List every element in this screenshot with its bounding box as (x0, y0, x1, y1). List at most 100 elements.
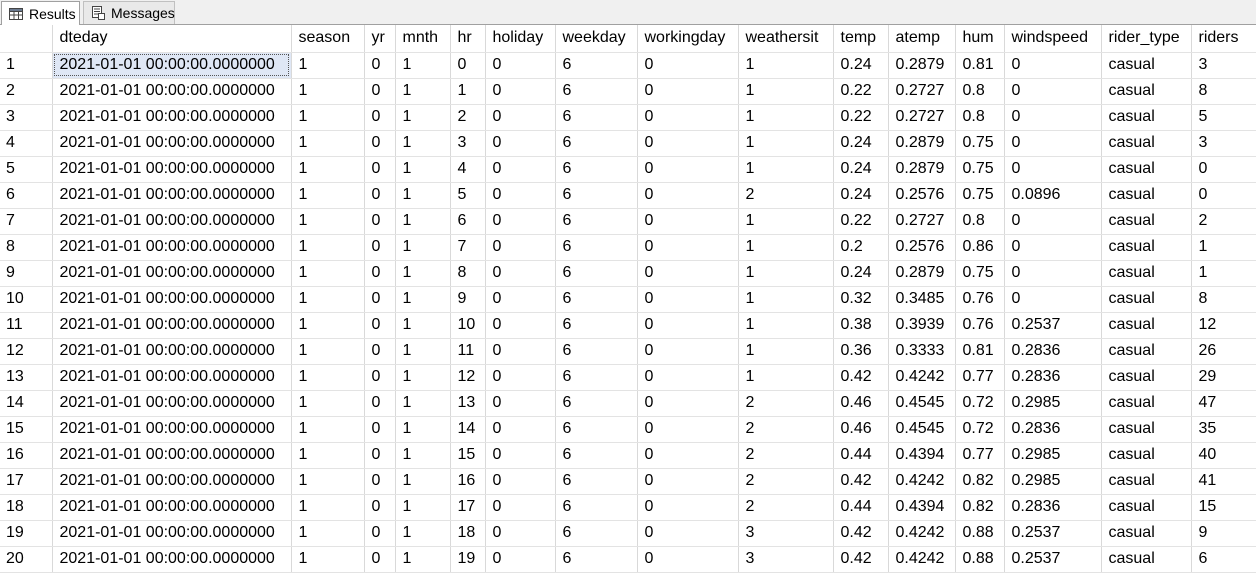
cell-season[interactable]: 1 (291, 520, 365, 547)
cell-season[interactable]: 1 (291, 234, 365, 261)
cell-yr[interactable]: 0 (364, 390, 396, 417)
column-header-riders[interactable]: riders (1191, 25, 1256, 53)
table-row[interactable]: 19 2021-01-01 00:00:00.0000000 1 0 1 18 0 6 0 3 0.… (0, 520, 1256, 547)
cell-weathersit[interactable]: 1 (738, 104, 834, 131)
cell-weathersit[interactable]: 1 (738, 338, 834, 365)
row-number-cell[interactable]: 20 (0, 546, 53, 573)
cell-mnth[interactable]: 1 (395, 104, 451, 131)
tab-messages[interactable]: Messages (83, 1, 175, 24)
cell-season[interactable]: 1 (291, 78, 365, 105)
column-header-rider-type[interactable]: rider_type (1101, 25, 1192, 53)
cell-temp[interactable]: 0.22 (833, 78, 889, 105)
cell-riders[interactable]: 47 (1191, 390, 1256, 417)
column-header-atemp[interactable]: atemp (888, 25, 956, 53)
cell-windspeed[interactable]: 0 (1004, 156, 1102, 183)
cell-temp[interactable]: 0.42 (833, 364, 889, 391)
column-header-weathersit[interactable]: weathersit (738, 25, 834, 53)
cell-riders[interactable]: 3 (1191, 130, 1256, 157)
cell-workingday[interactable]: 0 (637, 286, 739, 313)
cell-weekday[interactable]: 6 (555, 156, 638, 183)
cell-mnth[interactable]: 1 (395, 130, 451, 157)
cell-weathersit[interactable]: 1 (738, 234, 834, 261)
cell-workingday[interactable]: 0 (637, 104, 739, 131)
cell-hr[interactable]: 6 (450, 208, 486, 235)
cell-dteday[interactable]: 2021-01-01 00:00:00.0000000 (52, 78, 292, 105)
cell-windspeed[interactable]: 0.2537 (1004, 520, 1102, 547)
cell-dteday[interactable]: 2021-01-01 00:00:00.0000000 (52, 260, 292, 287)
row-number-cell[interactable]: 3 (0, 104, 53, 131)
cell-dteday[interactable]: 2021-01-01 00:00:00.0000000 (52, 312, 292, 339)
column-header-weekday[interactable]: weekday (555, 25, 638, 53)
cell-workingday[interactable]: 0 (637, 364, 739, 391)
cell-workingday[interactable]: 0 (637, 312, 739, 339)
cell-riders[interactable]: 26 (1191, 338, 1256, 365)
cell-rider-type[interactable]: casual (1101, 130, 1192, 157)
cell-temp[interactable]: 0.24 (833, 156, 889, 183)
cell-weathersit[interactable]: 1 (738, 312, 834, 339)
cell-hum[interactable]: 0.76 (955, 312, 1005, 339)
cell-mnth[interactable]: 1 (395, 182, 451, 209)
cell-windspeed[interactable]: 0.0896 (1004, 182, 1102, 209)
cell-weathersit[interactable]: 2 (738, 416, 834, 443)
cell-weekday[interactable]: 6 (555, 468, 638, 495)
cell-temp[interactable]: 0.24 (833, 260, 889, 287)
cell-mnth[interactable]: 1 (395, 52, 451, 79)
cell-dteday[interactable]: 2021-01-01 00:00:00.0000000 (52, 182, 292, 209)
cell-atemp[interactable]: 0.4242 (888, 546, 956, 573)
cell-holiday[interactable]: 0 (485, 468, 556, 495)
row-number-cell[interactable]: 16 (0, 442, 53, 469)
cell-season[interactable]: 1 (291, 442, 365, 469)
cell-rider-type[interactable]: casual (1101, 156, 1192, 183)
cell-temp[interactable]: 0.32 (833, 286, 889, 313)
cell-windspeed[interactable]: 0.2537 (1004, 546, 1102, 573)
column-header-windspeed[interactable]: windspeed (1004, 25, 1102, 53)
table-row[interactable]: 12 2021-01-01 00:00:00.0000000 1 0 1 11 0 6 0 1 0.… (0, 338, 1256, 365)
cell-hr[interactable]: 12 (450, 364, 486, 391)
cell-holiday[interactable]: 0 (485, 520, 556, 547)
cell-windspeed[interactable]: 0 (1004, 234, 1102, 261)
cell-hr[interactable]: 1 (450, 78, 486, 105)
column-header-workingday[interactable]: workingday (637, 25, 739, 53)
cell-riders[interactable]: 40 (1191, 442, 1256, 469)
cell-season[interactable]: 1 (291, 182, 365, 209)
cell-rider-type[interactable]: casual (1101, 546, 1192, 573)
cell-atemp[interactable]: 0.2727 (888, 78, 956, 105)
cell-yr[interactable]: 0 (364, 104, 396, 131)
column-header-mnth[interactable]: mnth (395, 25, 451, 53)
cell-holiday[interactable]: 0 (485, 234, 556, 261)
cell-weekday[interactable]: 6 (555, 234, 638, 261)
cell-weekday[interactable]: 6 (555, 312, 638, 339)
cell-yr[interactable]: 0 (364, 182, 396, 209)
cell-rider-type[interactable]: casual (1101, 234, 1192, 261)
cell-hum[interactable]: 0.75 (955, 260, 1005, 287)
cell-hr[interactable]: 17 (450, 494, 486, 521)
table-row[interactable]: 8 2021-01-01 00:00:00.0000000 1 0 1 7 0 6 0 1 0.2 0… (0, 234, 1256, 261)
cell-hr[interactable]: 14 (450, 416, 486, 443)
cell-rider-type[interactable]: casual (1101, 286, 1192, 313)
column-header-hr[interactable]: hr (450, 25, 486, 53)
cell-windspeed[interactable]: 0 (1004, 208, 1102, 235)
cell-weathersit[interactable]: 2 (738, 182, 834, 209)
cell-hum[interactable]: 0.8 (955, 208, 1005, 235)
table-row[interactable]: 2 2021-01-01 00:00:00.0000000 1 0 1 1 0 6 0 1 0.22… (0, 78, 1256, 105)
cell-workingday[interactable]: 0 (637, 260, 739, 287)
cell-rider-type[interactable]: casual (1101, 182, 1192, 209)
cell-yr[interactable]: 0 (364, 286, 396, 313)
row-number-cell[interactable]: 17 (0, 468, 53, 495)
cell-season[interactable]: 1 (291, 286, 365, 313)
cell-atemp[interactable]: 0.4242 (888, 364, 956, 391)
cell-hr[interactable]: 18 (450, 520, 486, 547)
cell-holiday[interactable]: 0 (485, 260, 556, 287)
cell-windspeed[interactable]: 0 (1004, 130, 1102, 157)
results-grid[interactable]: dteday season yr mnth hr holiday weekday workin… (0, 25, 1256, 576)
cell-hum[interactable]: 0.82 (955, 494, 1005, 521)
cell-season[interactable]: 1 (291, 390, 365, 417)
cell-weathersit[interactable]: 2 (738, 390, 834, 417)
cell-workingday[interactable]: 0 (637, 468, 739, 495)
cell-mnth[interactable]: 1 (395, 520, 451, 547)
cell-weathersit[interactable]: 2 (738, 468, 834, 495)
cell-riders[interactable]: 5 (1191, 104, 1256, 131)
table-row[interactable]: 20 2021-01-01 00:00:00.0000000 1 0 1 19 0 6 0 3 0.… (0, 546, 1256, 573)
cell-windspeed[interactable]: 0.2537 (1004, 312, 1102, 339)
cell-hr[interactable]: 8 (450, 260, 486, 287)
